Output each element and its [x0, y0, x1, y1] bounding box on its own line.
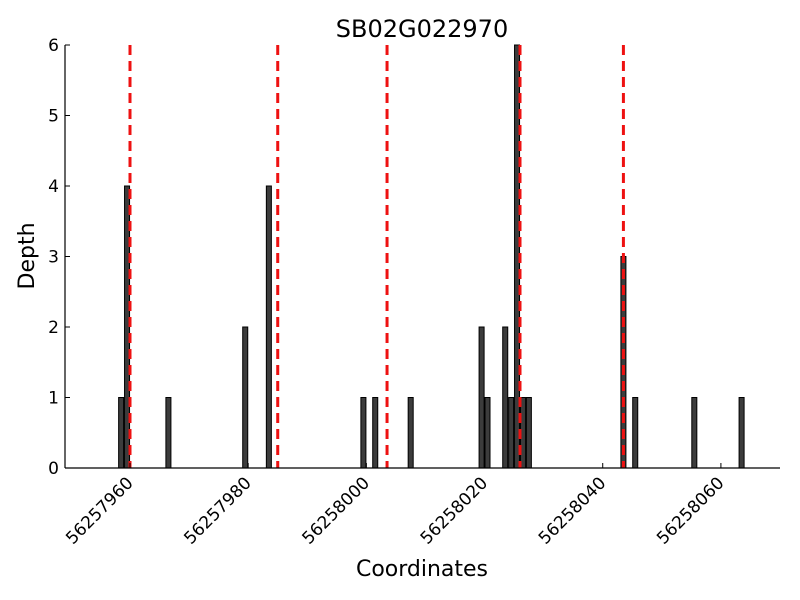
y-tick-label-1: 1: [48, 389, 59, 409]
y-tick-label-3: 3: [48, 248, 59, 268]
x-tick-label-3: 56258020: [417, 473, 492, 548]
reference-lines-group: [128, 45, 625, 468]
y-tick-label-6: 6: [48, 36, 59, 56]
bar-16: [632, 397, 639, 469]
bar-11: [508, 397, 515, 469]
x-tick-label-4: 56258040: [535, 473, 610, 548]
x-tick-label-1: 56257980: [180, 473, 255, 548]
bar-10: [502, 326, 509, 469]
bar-4: [265, 185, 272, 469]
x-tick-label-2: 56258000: [299, 473, 374, 548]
bar-3: [242, 326, 249, 469]
bars-group: [118, 44, 745, 469]
y-tick-label-4: 4: [48, 177, 59, 197]
bar-9: [484, 397, 491, 469]
y-axis-label: Depth: [15, 222, 40, 289]
bar-2: [165, 397, 172, 469]
bar-6: [372, 397, 379, 469]
bar-7: [407, 397, 414, 469]
bar-5: [360, 397, 367, 469]
chart-title: SB02G022970: [336, 15, 508, 43]
axes-group: [64, 45, 780, 469]
bar-18: [738, 397, 745, 469]
y-ticks-group: 0 1 2 3 4 5 6: [48, 36, 70, 479]
y-tick-label-2: 2: [48, 318, 59, 338]
bar-0: [118, 397, 125, 469]
bar-8: [478, 326, 485, 469]
x-axis-label: Coordinates: [356, 557, 488, 582]
bar-14: [525, 397, 532, 469]
y-tick-label-0: 0: [48, 459, 59, 479]
x-tick-label-0: 56257960: [62, 473, 137, 548]
bar-17: [691, 397, 698, 469]
x-ticks-group: 56257960 56257980 56258000 56258020 56258040…: [62, 463, 728, 549]
y-tick-label-5: 5: [48, 107, 59, 127]
x-tick-label-5: 56258060: [653, 473, 728, 548]
